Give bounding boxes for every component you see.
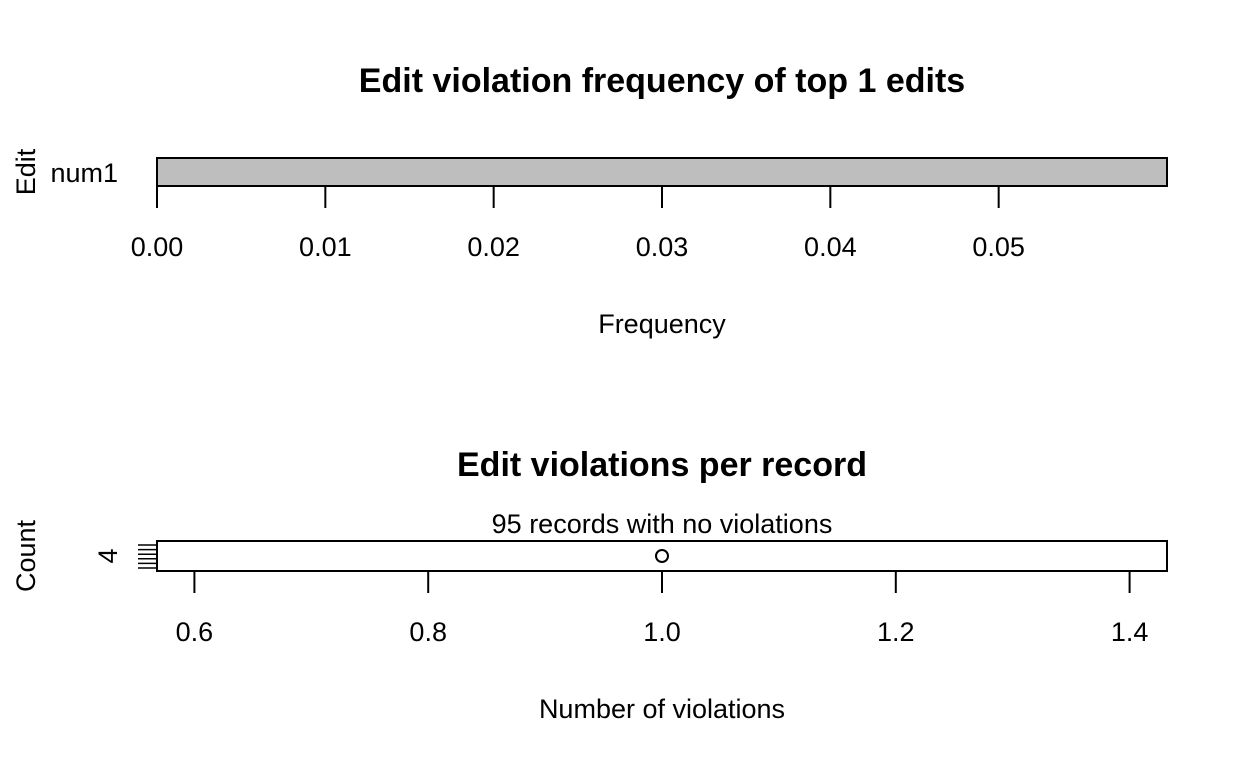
violations-chart-subtitle: 95 records with no violations — [492, 509, 833, 539]
frequency-chart-title: Edit violation frequency of top 1 edits — [359, 62, 965, 100]
violations-chart-title: Edit violations per record — [457, 446, 867, 484]
bar-num1 — [156, 157, 1168, 187]
frequency-category-labels: num1 — [50, 158, 118, 188]
x-tick-label: 0.02 — [467, 232, 520, 262]
violations-chart-y-label: Count — [11, 519, 41, 592]
frequency-chart-x-label: Frequency — [598, 309, 726, 339]
x-tick-label: 0.04 — [804, 232, 857, 262]
x-tick-label: 0.00 — [131, 232, 184, 262]
x-tick-label: 0.01 — [299, 232, 352, 262]
frequency-chart-y-label: Edit — [11, 148, 41, 195]
violations-y-tick-labels: 4 — [93, 548, 123, 563]
y-tick-label: 4 — [93, 548, 123, 563]
violations-points — [655, 549, 669, 563]
violations-plot-box — [156, 540, 1168, 572]
x-tick-label: 0.6 — [176, 617, 214, 647]
violations-x-ticks: 0.6 0.8 1.0 1.2 1.4 — [176, 571, 1149, 647]
x-tick-label: 1.0 — [643, 617, 681, 647]
frequency-chart: Edit violation frequency of top 1 edits … — [11, 62, 1168, 339]
category-label: num1 — [50, 158, 118, 188]
frequency-x-ticks: 0.00 0.01 0.02 0.03 0.04 0.05 — [131, 186, 1025, 262]
violations-chart: Edit violations per record 95 records wi… — [11, 446, 1168, 724]
x-tick-label: 1.2 — [877, 617, 915, 647]
data-point — [655, 549, 669, 563]
violations-rug — [138, 544, 157, 569]
violations-chart-x-label: Number of violations — [539, 694, 785, 724]
frequency-bars — [156, 157, 1168, 187]
x-tick-label: 0.03 — [636, 232, 689, 262]
x-tick-label: 0.05 — [972, 232, 1025, 262]
x-tick-label: 0.8 — [409, 617, 447, 647]
x-tick-label: 1.4 — [1111, 617, 1149, 647]
